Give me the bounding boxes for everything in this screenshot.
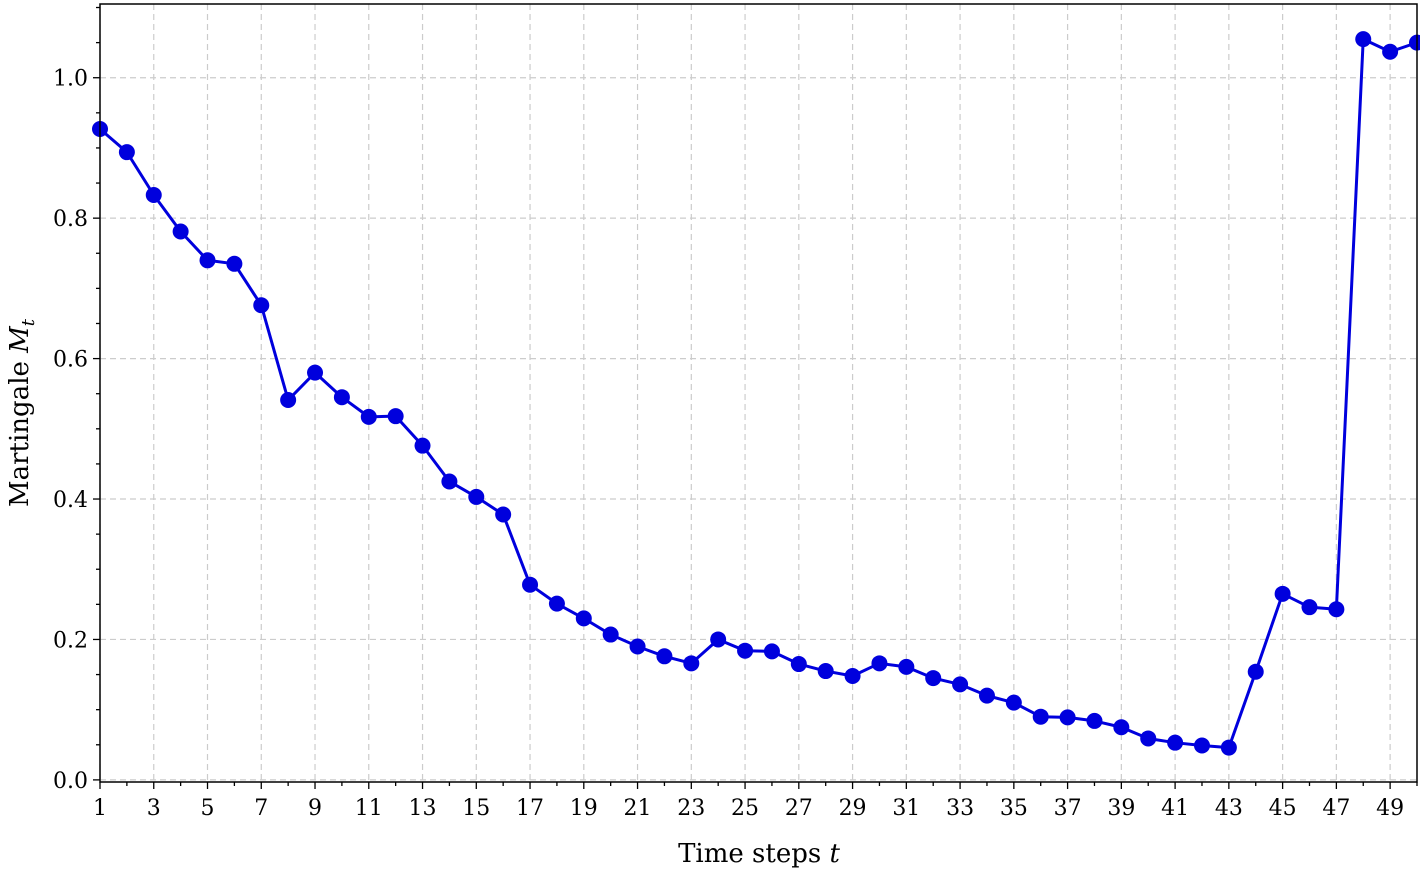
data-point bbox=[656, 648, 673, 665]
x-tick-label: 1 bbox=[93, 796, 107, 821]
y-axis-title-var: M bbox=[5, 325, 35, 354]
x-tick-label: 7 bbox=[254, 796, 268, 821]
x-tick-label: 43 bbox=[1215, 796, 1243, 821]
data-point bbox=[1140, 730, 1157, 747]
data-point bbox=[871, 655, 888, 672]
x-tick-label: 15 bbox=[462, 796, 490, 821]
data-point bbox=[172, 223, 189, 240]
y-tick-label: 0.0 bbox=[53, 769, 88, 794]
x-axis-title-var: t bbox=[829, 839, 840, 869]
y-axis-title-text: Martingale bbox=[5, 361, 35, 507]
data-point bbox=[199, 252, 216, 269]
data-point bbox=[952, 676, 969, 693]
x-tick-label: 47 bbox=[1322, 796, 1350, 821]
data-point bbox=[737, 642, 754, 659]
data-point bbox=[763, 643, 780, 660]
data-point bbox=[253, 297, 270, 314]
data-point bbox=[1032, 708, 1049, 725]
y-tick-label: 0.4 bbox=[53, 488, 88, 513]
data-point bbox=[1274, 585, 1291, 602]
data-point bbox=[898, 658, 915, 675]
data-point bbox=[602, 626, 619, 643]
data-point bbox=[333, 389, 350, 406]
x-tick-label: 33 bbox=[946, 796, 974, 821]
data-point bbox=[1328, 601, 1345, 618]
x-tick-label: 19 bbox=[570, 796, 598, 821]
x-tick-label: 11 bbox=[355, 796, 383, 821]
data-point bbox=[1247, 663, 1264, 680]
data-point bbox=[441, 473, 458, 490]
data-point bbox=[1167, 734, 1184, 751]
data-point bbox=[226, 255, 243, 272]
data-point bbox=[1409, 34, 1420, 51]
x-axis-title-text: Time steps bbox=[678, 839, 821, 869]
y-tick-label: 1.0 bbox=[53, 67, 88, 92]
data-point bbox=[1193, 737, 1210, 754]
x-tick-label: 29 bbox=[839, 796, 867, 821]
y-tick-label: 0.6 bbox=[53, 348, 88, 373]
y-axis-title: Martingale Mt bbox=[5, 318, 39, 507]
data-point bbox=[1005, 694, 1022, 711]
x-tick-label: 23 bbox=[677, 796, 705, 821]
x-tick-label: 5 bbox=[201, 796, 215, 821]
y-tick-label: 0.8 bbox=[53, 207, 88, 232]
x-tick-label: 37 bbox=[1054, 796, 1082, 821]
series-martingale bbox=[92, 31, 1420, 756]
data-point bbox=[1086, 712, 1103, 729]
data-point bbox=[1301, 599, 1318, 616]
x-tick-label: 27 bbox=[785, 796, 813, 821]
grid bbox=[99, 4, 1417, 782]
data-point bbox=[1382, 43, 1399, 60]
data-point bbox=[280, 392, 297, 409]
data-point bbox=[978, 687, 995, 704]
data-point bbox=[1220, 739, 1237, 756]
x-tick-label: 31 bbox=[892, 796, 920, 821]
y-axis: 0.0 0.2 0.4 0.6 0.8 1.0 bbox=[53, 6, 100, 794]
x-tick-label: 17 bbox=[516, 796, 544, 821]
data-point bbox=[1355, 31, 1372, 48]
data-point bbox=[495, 506, 512, 523]
x-axis-title: Time steps t bbox=[678, 839, 840, 869]
data-point bbox=[575, 610, 592, 627]
x-tick-label: 41 bbox=[1161, 796, 1189, 821]
x-axis: 1 3 5 7 9 11 13 15 17 19 21 23 25 27 29 31 33 35 37 39 41 43 4… bbox=[93, 782, 1418, 821]
data-point bbox=[118, 144, 135, 161]
data-point bbox=[468, 488, 485, 505]
data-point bbox=[1059, 709, 1076, 726]
x-tick-label: 45 bbox=[1269, 796, 1297, 821]
data-point bbox=[387, 408, 404, 425]
series-line bbox=[99, 37, 1418, 750]
x-tick-label: 9 bbox=[308, 796, 322, 821]
x-tick-label: 3 bbox=[147, 796, 161, 821]
data-point bbox=[1113, 719, 1130, 736]
x-tick-label: 21 bbox=[624, 796, 652, 821]
plot-frame bbox=[99, 3, 1418, 783]
data-point bbox=[817, 663, 834, 680]
x-tick-label: 13 bbox=[409, 796, 437, 821]
data-point bbox=[790, 656, 807, 673]
data-point bbox=[683, 655, 700, 672]
x-tick-label: 49 bbox=[1376, 796, 1404, 821]
data-point bbox=[844, 667, 861, 684]
data-point bbox=[360, 408, 377, 425]
x-tick-label: 35 bbox=[1000, 796, 1028, 821]
data-point bbox=[414, 437, 431, 454]
data-point bbox=[710, 631, 727, 648]
x-tick-label: 25 bbox=[731, 796, 759, 821]
data-point bbox=[629, 638, 646, 655]
data-point bbox=[925, 670, 942, 687]
data-point bbox=[145, 186, 162, 203]
data-point bbox=[307, 364, 324, 381]
x-tick-label: 39 bbox=[1107, 796, 1135, 821]
data-point bbox=[548, 595, 565, 612]
data-point bbox=[522, 576, 539, 593]
y-axis-title-sub: t bbox=[18, 318, 39, 326]
y-tick-label: 0.2 bbox=[53, 628, 88, 653]
